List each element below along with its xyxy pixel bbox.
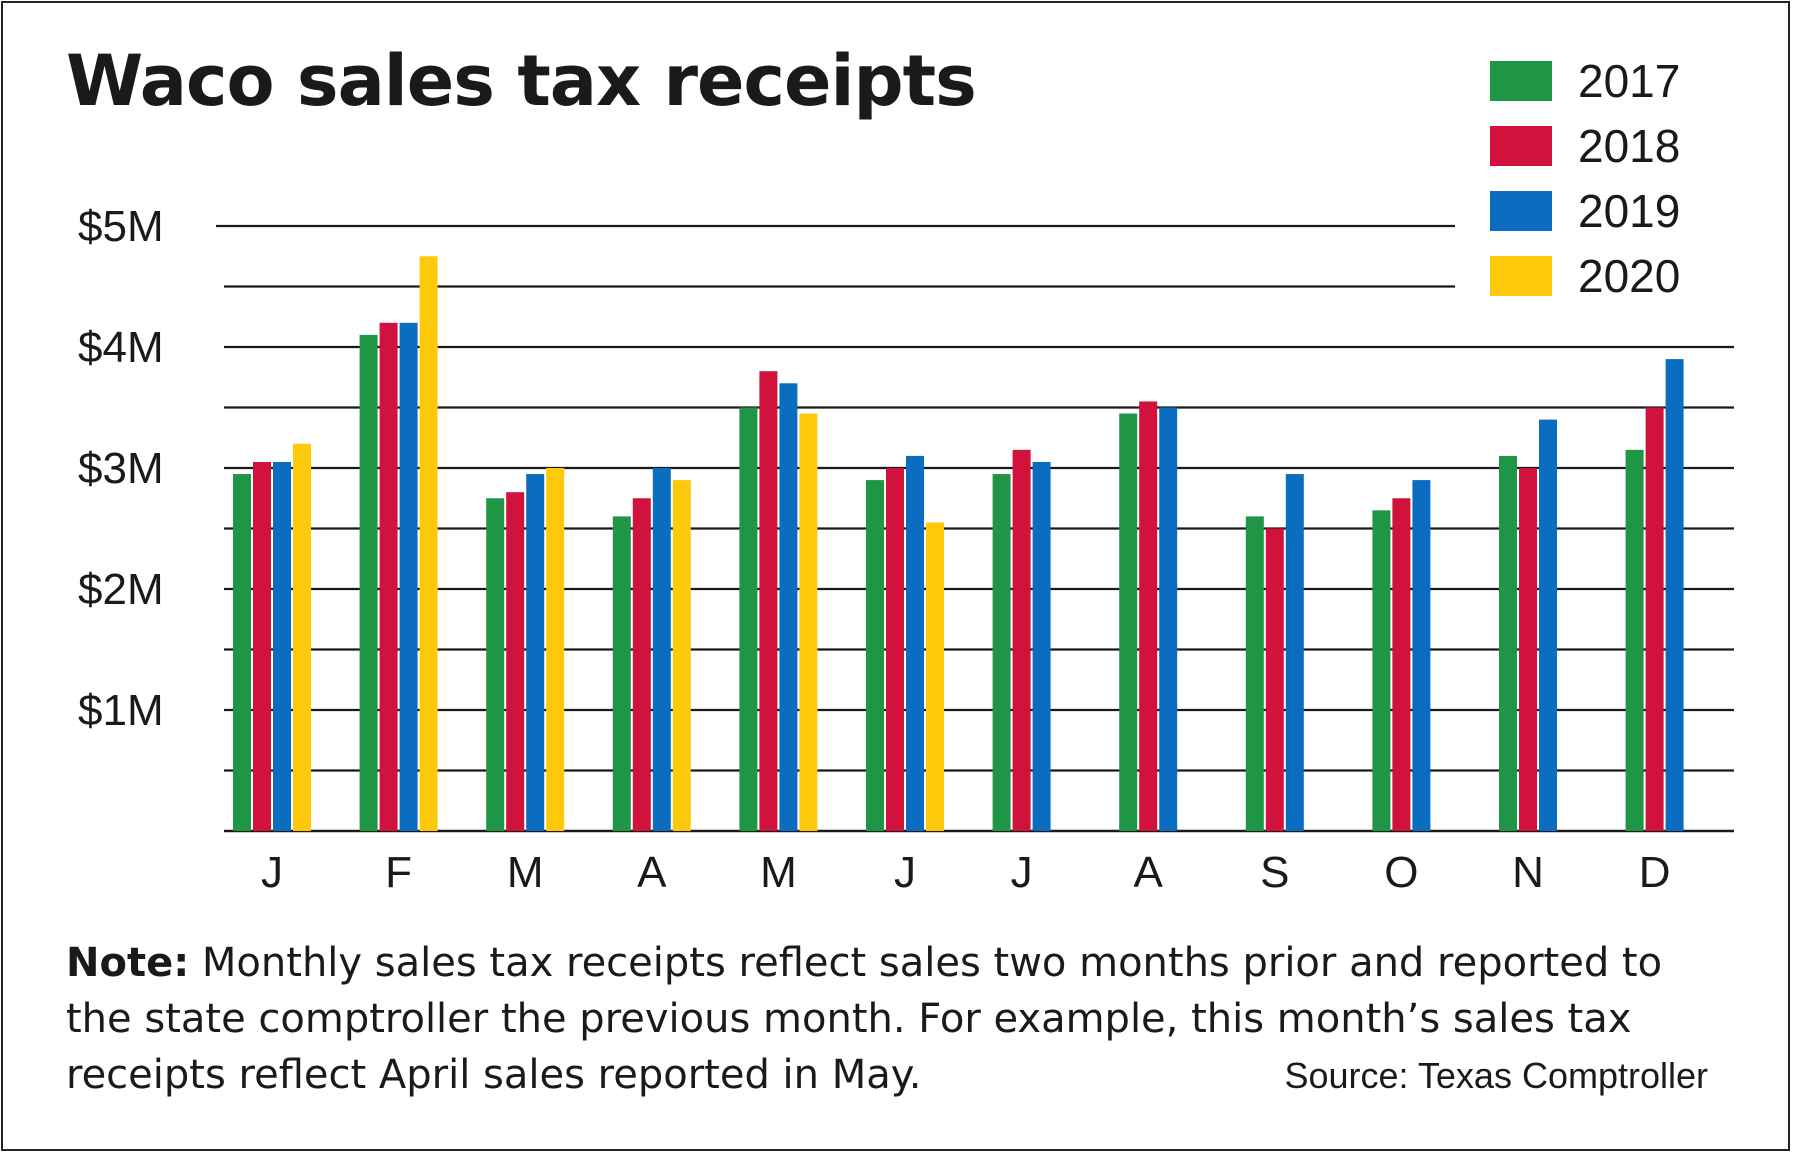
source-credit: Source: Texas Comptroller <box>1284 1055 1708 1096</box>
bar-2018-10 <box>1392 498 1411 831</box>
bar-2017-2 <box>359 334 378 831</box>
legend-label: 2019 <box>1578 184 1681 237</box>
bar-2019-7 <box>1032 461 1051 831</box>
legend-item-2020: 2020 <box>1490 243 1680 308</box>
bar-2019-1 <box>273 461 291 831</box>
bar-2017-1 <box>233 474 251 831</box>
note-text: Monthly sales tax receipts reflect sales… <box>66 940 1663 1098</box>
x-tick-label: M <box>507 848 544 897</box>
legend-item-2018: 2018 <box>1490 113 1680 178</box>
bar-2018-3 <box>506 492 525 831</box>
bar-2017-3 <box>486 498 505 831</box>
bar-2019-5 <box>779 383 798 831</box>
bar-2019-11 <box>1539 419 1557 831</box>
bar-2019-12 <box>1665 359 1684 831</box>
bar-2019-10 <box>1412 480 1431 831</box>
bar-2019-6 <box>906 455 924 831</box>
bar-2017-6 <box>866 480 884 831</box>
legend-swatch <box>1490 190 1552 231</box>
legend-swatch <box>1490 60 1552 101</box>
bar-2017-10 <box>1372 510 1391 831</box>
bar-2019-3 <box>526 474 545 831</box>
bar-2019-4 <box>652 468 671 831</box>
bar-2020-4 <box>672 480 691 831</box>
note-label: Note: <box>66 940 190 986</box>
bar-2018-4 <box>632 498 651 831</box>
bar-2018-7 <box>1012 449 1031 831</box>
legend: 2017 2018 2019 2020 <box>1490 48 1680 308</box>
bar-2018-9 <box>1265 528 1284 831</box>
note: Note: Monthly sales tax receipts reflect… <box>66 935 1706 1103</box>
x-tick-label: J <box>1011 848 1033 897</box>
bar-2020-3 <box>546 468 565 831</box>
bar-2019-2 <box>399 322 418 831</box>
legend-swatch <box>1490 125 1552 166</box>
bar-2018-6 <box>886 468 904 831</box>
bar-2017-12 <box>1625 449 1644 831</box>
bar-2020-1 <box>293 443 311 831</box>
y-tick-label: $4M <box>78 323 164 372</box>
x-tick-label: A <box>637 848 667 897</box>
bar-2018-2 <box>379 322 398 831</box>
y-tick-label: $5M <box>78 202 164 251</box>
x-tick-label: M <box>760 848 797 897</box>
x-tick-label: J <box>894 848 916 897</box>
x-tick-label: D <box>1639 848 1671 897</box>
bar-2017-7 <box>992 474 1011 831</box>
bar-2019-9 <box>1285 474 1304 831</box>
bar-2020-2 <box>419 256 438 831</box>
legend-label: 2018 <box>1578 119 1681 172</box>
bar-2020-5 <box>799 413 818 831</box>
x-tick-label: A <box>1134 848 1164 897</box>
legend-item-2019: 2019 <box>1490 178 1680 243</box>
legend-label: 2020 <box>1578 249 1681 302</box>
y-tick-label: $2M <box>78 565 164 614</box>
y-tick-label: $1M <box>78 686 164 735</box>
x-tick-label: S <box>1260 848 1289 897</box>
bar-2018-12 <box>1645 407 1664 831</box>
bar-2017-8 <box>1119 413 1138 831</box>
bar-2020-6 <box>926 522 944 831</box>
legend-item-2017: 2017 <box>1490 48 1680 113</box>
chart-title: Waco sales tax receipts <box>66 40 977 122</box>
bar-2018-11 <box>1519 468 1537 831</box>
x-tick-label: N <box>1512 848 1544 897</box>
bar-2017-9 <box>1245 516 1264 831</box>
bar-2018-1 <box>253 461 271 831</box>
bar-2017-11 <box>1499 455 1517 831</box>
bar-2019-8 <box>1159 407 1178 831</box>
legend-swatch <box>1490 255 1552 296</box>
x-tick-label: F <box>385 848 412 897</box>
bar-2017-4 <box>612 516 631 831</box>
x-tick-label: J <box>261 848 283 897</box>
bar-2017-5 <box>739 407 758 831</box>
legend-label: 2017 <box>1578 54 1681 107</box>
bar-2018-8 <box>1139 401 1158 831</box>
x-tick-label: O <box>1384 848 1418 897</box>
bar-chart: $1M $2M $3M $4M $5M J F M A M J J A S O N D <box>78 202 1734 897</box>
bar-2018-5 <box>759 371 778 831</box>
y-tick-label: $3M <box>78 444 164 493</box>
